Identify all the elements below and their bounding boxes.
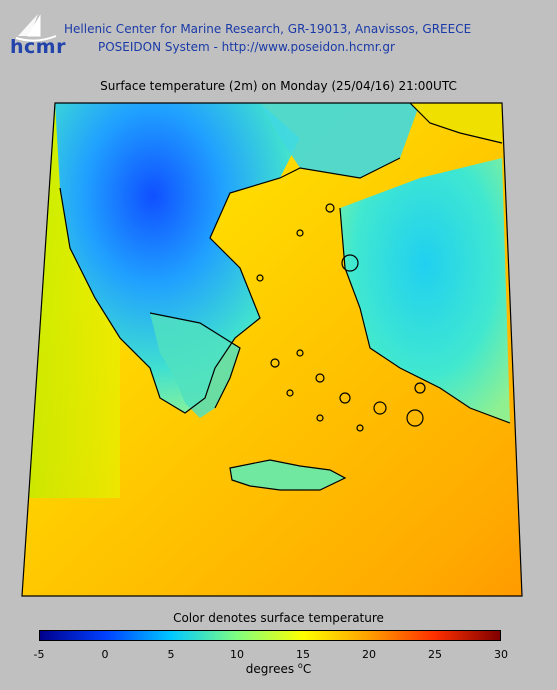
- scale-tick-label: 30: [494, 648, 508, 661]
- scale-tick-label: 20: [362, 648, 376, 661]
- logo-text: hcmr: [10, 36, 66, 58]
- scale-tick-label: 15: [296, 648, 310, 661]
- units-suffix: C: [302, 662, 312, 676]
- header: hcmr Hellenic Center for Marine Research…: [0, 0, 557, 70]
- scale-tick-label: 5: [167, 648, 175, 661]
- units-degree-sign: o: [297, 661, 303, 670]
- units-prefix: degrees: [245, 662, 298, 676]
- scale-tick-label: 0: [101, 648, 109, 661]
- color-scale-bar: [39, 630, 501, 641]
- map-title: Surface temperature (2m) on Monday (25/0…: [100, 79, 457, 93]
- temperature-map: [21, 102, 523, 597]
- scale-tick-label: 10: [230, 648, 244, 661]
- scale-tick-label: 25: [428, 648, 442, 661]
- organization-name: Hellenic Center for Marine Research, GR-…: [64, 22, 472, 36]
- system-url: POSEIDON System - http://www.poseidon.hc…: [98, 40, 395, 54]
- legend-caption: Color denotes surface temperature: [173, 611, 384, 625]
- hcmr-logo-icon: [15, 14, 57, 42]
- units-label: degrees oC: [0, 661, 557, 676]
- scale-tick-label: -5: [33, 648, 45, 661]
